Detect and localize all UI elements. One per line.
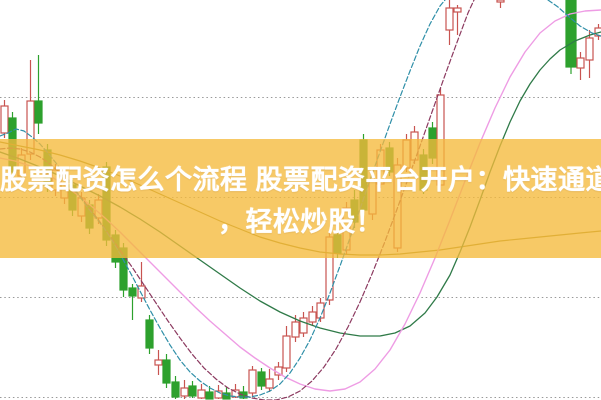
ma-5-teal-after-peak [547,0,601,37]
promo-banner [0,139,601,258]
banner-title-line-1: 股票配资怎么个流程 股票配资平台开户：快速通道 [0,165,601,195]
banner-title-line-2: ，轻松炒股！ [218,207,383,237]
